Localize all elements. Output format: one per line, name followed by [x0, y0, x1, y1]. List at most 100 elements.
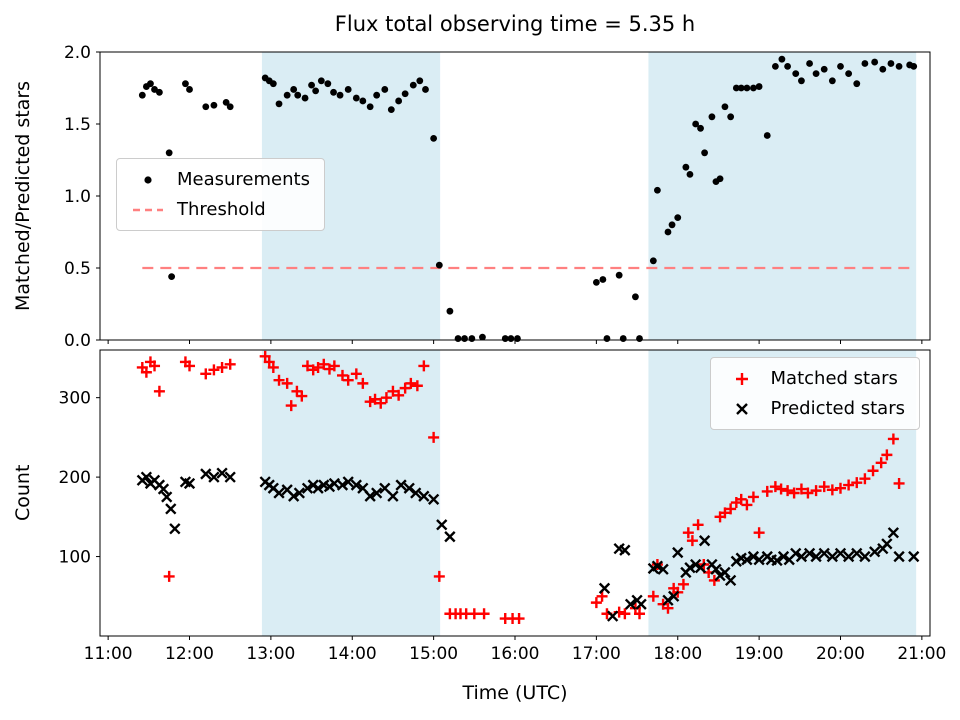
predicted-stars-point — [635, 598, 647, 610]
measurements-point — [784, 63, 791, 70]
x-tick-label: 12:00 — [165, 644, 214, 664]
matched-stars-point — [513, 613, 525, 625]
measurements-point — [798, 77, 805, 85]
matched-stars-point — [302, 360, 313, 372]
legend-item-measurements: Measurements — [131, 169, 310, 190]
predicted-stars-point — [893, 550, 905, 563]
measurements-point — [778, 55, 786, 63]
measurements-point — [692, 120, 700, 128]
predicted-stars-point — [427, 493, 440, 506]
predicted-stars-point — [387, 490, 399, 502]
y-tick-label: 300 — [59, 389, 91, 409]
measurements-point — [727, 113, 735, 121]
measurements-point — [454, 335, 462, 342]
y-axis-label-bottom: Count — [12, 464, 34, 522]
measurements-point — [479, 333, 486, 341]
measurements-point — [871, 58, 879, 66]
predicted-stars-point — [684, 562, 696, 574]
predicted-stars-point — [140, 471, 153, 483]
measurements-point — [312, 87, 320, 95]
predicted-stars-point — [350, 479, 362, 491]
measurements-point — [820, 65, 828, 73]
legend-top-plot: Measurements Threshold — [116, 158, 325, 231]
matched-stars-point — [405, 377, 417, 389]
measurements-point — [806, 60, 813, 67]
chart-title: Flux total observing time = 5.35 h — [334, 12, 696, 36]
matched-stars-point — [782, 485, 794, 497]
matched-stars-point — [725, 503, 737, 515]
predicted-stars-point — [288, 490, 300, 502]
measurements-point — [138, 91, 146, 99]
matched-stars-point — [893, 477, 905, 489]
measurements-point — [210, 101, 218, 109]
matched-stars-point — [273, 374, 285, 386]
predicted-stars-point — [342, 476, 354, 488]
y-tick-label: 1.0 — [64, 187, 91, 207]
matched-stars-point — [647, 590, 659, 602]
measurements-point — [283, 91, 291, 99]
measurements-point — [701, 149, 708, 157]
matched-stars-point — [590, 597, 602, 609]
predicted-stars-point — [273, 487, 285, 499]
matched-stars-point — [350, 368, 362, 380]
matched-stars-point — [802, 487, 814, 499]
matched-stars-point — [810, 485, 822, 497]
matched-stars-point — [826, 484, 838, 496]
measurements-point — [812, 70, 820, 77]
matched-stars-point — [263, 356, 275, 368]
matched-stars-point — [369, 393, 381, 405]
matched-stars-point — [834, 482, 846, 494]
predicted-stars-point — [657, 563, 669, 575]
measurements-point — [649, 257, 657, 265]
matched-stars-point — [881, 449, 893, 461]
measurements-point — [632, 293, 639, 301]
matched-stars-point — [859, 473, 871, 485]
measurements-point — [275, 100, 283, 108]
matched-stars-point — [677, 578, 689, 590]
measurements-point — [165, 149, 173, 157]
x-tick-label: 13:00 — [246, 644, 295, 664]
measurements-point — [755, 83, 763, 90]
predicted-stars-point — [336, 479, 349, 491]
matched-stars-point — [163, 570, 175, 582]
measurements-point — [359, 97, 367, 105]
predicted-stars-point — [619, 544, 631, 556]
predicted-stars-point — [161, 491, 173, 503]
predicted-stars-point — [859, 550, 871, 563]
y-tick-label: 1.5 — [64, 115, 91, 135]
predicted-stars-point — [208, 471, 220, 483]
matched-stars-point — [619, 608, 631, 620]
measurements-point — [721, 103, 729, 111]
matched-stars-point — [818, 481, 830, 493]
predicted-stars-point — [881, 538, 893, 550]
legend-item-threshold: Threshold — [131, 199, 310, 220]
x-axis-label: Time (UTC) — [462, 682, 568, 704]
shaded-region — [648, 52, 917, 340]
measurements-point — [592, 279, 600, 286]
predicted-stars-point — [826, 550, 839, 563]
predicted-stars-point — [216, 467, 228, 479]
matched-stars-point — [719, 507, 731, 519]
matched-stars-point — [224, 358, 236, 370]
x-tick-label: 21:00 — [897, 644, 946, 664]
predicted-stars-point — [887, 527, 900, 539]
predicted-stars-point — [598, 582, 611, 594]
predicted-stars-point — [803, 547, 816, 560]
predicted-stars-point — [834, 547, 847, 560]
y-tick-label: 0.5 — [64, 259, 91, 279]
measurements-point — [716, 175, 724, 183]
measurements-point — [507, 335, 515, 342]
predicted-stars-point — [790, 547, 802, 560]
predicted-stars-point — [753, 554, 765, 566]
measurements-point — [317, 77, 325, 85]
matched-stars-point — [761, 485, 773, 497]
predicted-stars-point — [224, 471, 236, 483]
matched-stars-point — [769, 481, 781, 493]
measurements-point — [615, 271, 623, 279]
matched-stars-point — [753, 527, 765, 539]
matched-stars-point — [153, 385, 165, 397]
matched-stars-point — [775, 483, 787, 495]
matched-stars-point — [184, 360, 196, 372]
matched-stars-point — [596, 590, 608, 602]
